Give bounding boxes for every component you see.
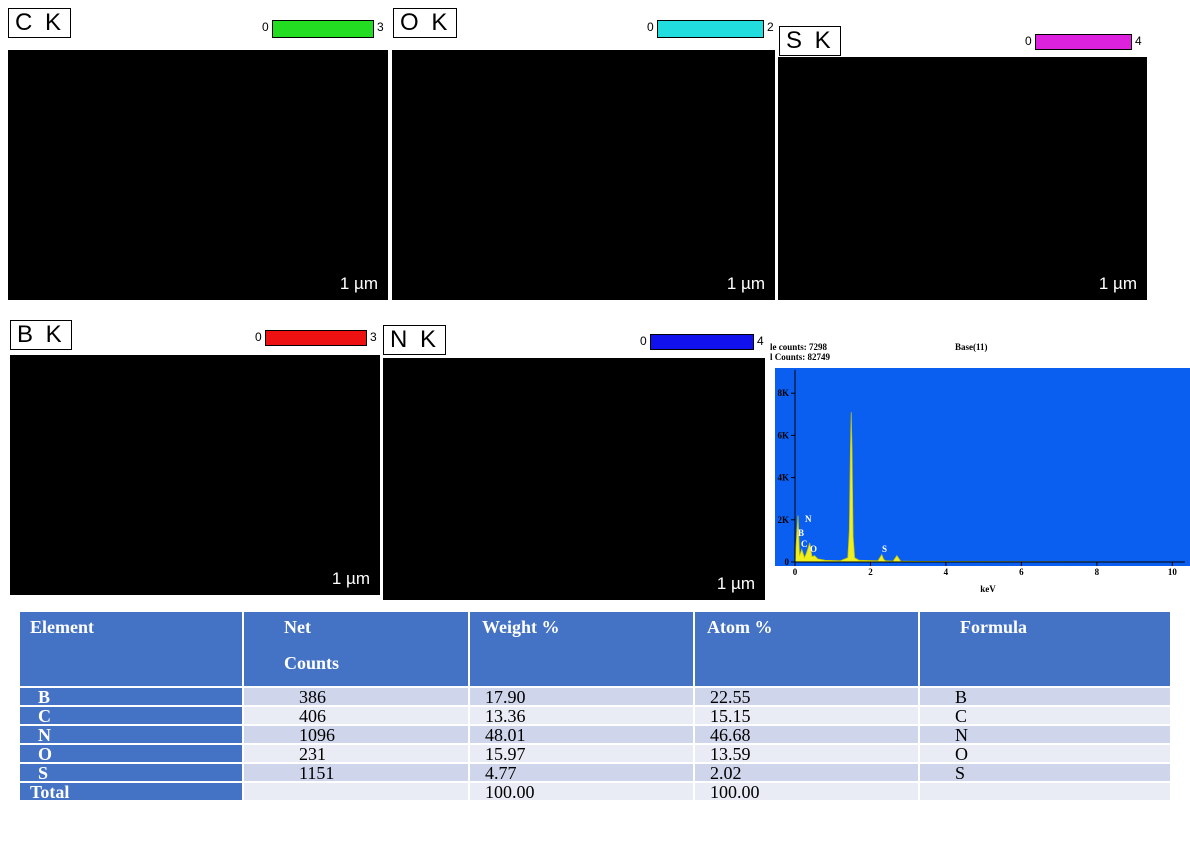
element-map: 1 µm — [10, 355, 380, 595]
table-cell: N — [20, 726, 244, 745]
table-cell: 4.77 — [470, 764, 695, 783]
scale-max: 4 — [757, 334, 764, 348]
header-cell: Element — [20, 612, 244, 688]
table-cell: 13.59 — [695, 745, 920, 764]
header-cell: Net Counts — [244, 612, 470, 688]
header-cell: Atom % — [695, 612, 920, 688]
header-cell: Weight % — [470, 612, 695, 688]
header-cell: Formula — [920, 612, 1172, 688]
peak-label: B — [798, 528, 804, 538]
scale-min: 0 — [262, 20, 269, 34]
map-label: N K — [383, 325, 446, 355]
table-cell: C — [20, 707, 244, 726]
map-label: S K — [779, 26, 841, 56]
scale-bar-label: 1 µm — [717, 574, 755, 594]
color-bar — [272, 20, 374, 38]
scale-max: 3 — [370, 330, 377, 344]
element-map: 1 µm — [8, 50, 388, 300]
peak-label: N — [805, 514, 812, 524]
scale-max: 3 — [377, 20, 384, 34]
table-cell: 1096 — [244, 726, 470, 745]
page: C K 0 3 1 µm O K 0 2 1 µm S K 0 4 1 µm B K 0 3 1 µm N K 0… — [0, 0, 1190, 852]
table-cell: S — [920, 764, 1172, 783]
header: l Counts: 82749 — [770, 352, 831, 362]
y-tick-label: 6K — [777, 430, 789, 440]
y-tick-label: 0 — [785, 557, 790, 567]
table-cell: 231 — [244, 745, 470, 764]
element-map: 1 µm — [383, 358, 765, 600]
scale-max: 4 — [1135, 34, 1142, 48]
x-tick-label: 10 — [1168, 567, 1178, 577]
table-cell: O — [20, 745, 244, 764]
table-cell: 100.00 — [470, 783, 695, 802]
map-label: O K — [393, 8, 457, 38]
peak-label: C — [801, 539, 808, 549]
peak-label: O — [810, 544, 817, 554]
table-cell: 15.97 — [470, 745, 695, 764]
x-tick-label: 4 — [944, 567, 949, 577]
scale-max: 2 — [767, 20, 774, 34]
map-label: B K — [10, 320, 72, 350]
color-bar — [650, 334, 754, 350]
table-cell: B — [920, 688, 1172, 707]
header: le counts: 7298 — [770, 342, 827, 352]
element-map: 1 µm — [392, 50, 775, 300]
table-cell: 17.90 — [470, 688, 695, 707]
plot-bg — [775, 368, 1190, 566]
x-tick-label: 2 — [868, 567, 873, 577]
table-cell: 13.36 — [470, 707, 695, 726]
table-cell: B — [20, 688, 244, 707]
table-cell: 1151 — [244, 764, 470, 783]
table-cell: 15.15 — [695, 707, 920, 726]
y-tick-label: 8K — [777, 388, 789, 398]
map-label: C K — [8, 8, 71, 38]
table-cell: 46.68 — [695, 726, 920, 745]
peak-label: S — [882, 544, 887, 554]
table-cell: 2.02 — [695, 764, 920, 783]
scale-bar-label: 1 µm — [727, 274, 765, 294]
scale-bar-label: 1 µm — [1099, 274, 1137, 294]
y-tick-label: 4K — [777, 473, 789, 483]
color-bar — [265, 330, 367, 346]
table-cell: 100.00 — [695, 783, 920, 802]
color-bar — [657, 20, 764, 38]
x-tick-label: 6 — [1019, 567, 1024, 577]
header: Base(11) — [955, 342, 988, 352]
table-cell: 48.01 — [470, 726, 695, 745]
table-cell — [244, 783, 470, 802]
color-bar — [1035, 34, 1132, 50]
table-cell: C — [920, 707, 1172, 726]
table-cell: S — [20, 764, 244, 783]
x-tick-label: 8 — [1095, 567, 1100, 577]
table-cell: N — [920, 726, 1172, 745]
table-cell — [920, 783, 1172, 802]
scale-bar-label: 1 µm — [332, 569, 370, 589]
scale-min: 0 — [647, 20, 654, 34]
table-cell: 386 — [244, 688, 470, 707]
element-map: 1 µm — [778, 57, 1147, 300]
table-cell: Total — [20, 783, 244, 802]
scale-min: 0 — [255, 330, 262, 344]
scale-min: 0 — [1025, 34, 1032, 48]
scale-min: 0 — [640, 334, 647, 348]
y-tick-label: 2K — [777, 515, 789, 525]
table-cell: 406 — [244, 707, 470, 726]
x-label: keV — [980, 584, 996, 594]
table-cell: O — [920, 745, 1172, 764]
table-cell: 22.55 — [695, 688, 920, 707]
scale-bar-label: 1 µm — [340, 274, 378, 294]
x-tick-label: 0 — [793, 567, 798, 577]
